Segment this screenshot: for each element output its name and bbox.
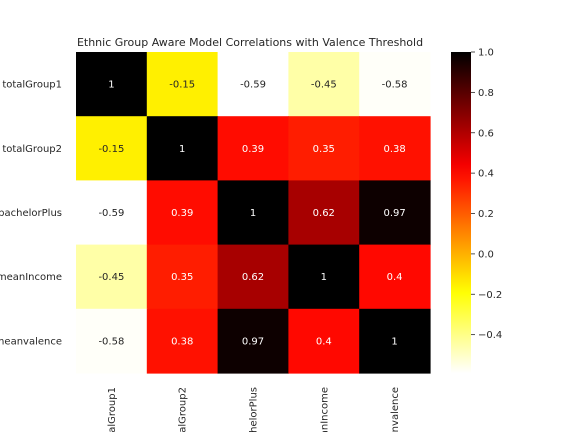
heatmap-cell xyxy=(217,116,289,181)
cell-value-label: 0.62 xyxy=(242,272,264,283)
heatmap-cell xyxy=(288,116,360,181)
cell-value-label: -0.59 xyxy=(240,80,266,91)
cell-value-label: -0.58 xyxy=(98,336,124,347)
y-tick-label: totalGroup1 xyxy=(2,80,62,91)
heatmap-cell xyxy=(359,244,431,310)
cell-value-label: 0.4 xyxy=(316,336,332,347)
heatmap-cell xyxy=(76,116,148,181)
cell-value-label: 0.35 xyxy=(313,144,335,155)
cell-value-label: 1 xyxy=(321,272,327,283)
cell-value-label: 0.35 xyxy=(171,272,193,283)
colorbar-tick-label: 0.0 xyxy=(478,249,494,260)
cell-value-label: 0.62 xyxy=(313,208,335,219)
heatmap-cell xyxy=(217,308,289,374)
cell-value-label: 1 xyxy=(108,80,114,91)
heatmap-cells: 1 -0.15 -0.59 -0.45 -0.58 -0.15 1 0.39 0.35 0.38 -… xyxy=(76,52,431,374)
y-tick-label: meanvalence xyxy=(0,336,62,347)
cell-value-label: 0.39 xyxy=(171,208,193,219)
colorbar-tick-label: 0.8 xyxy=(478,88,494,99)
cell-value-label: 0.4 xyxy=(387,272,403,283)
y-tick-label: meanIncome xyxy=(0,272,62,283)
colorbar-gradient xyxy=(451,52,471,373)
chart-title: Ethnic Group Aware Model Correlations wi… xyxy=(77,36,423,49)
cell-value-label: -0.15 xyxy=(98,144,124,155)
heatmap-cell xyxy=(146,308,219,374)
cell-value-label: 0.38 xyxy=(383,144,405,155)
cell-value-label: -0.45 xyxy=(98,272,124,283)
heatmap-cell xyxy=(146,180,219,246)
cell-value-label: 0.97 xyxy=(242,336,264,347)
heatmap-cell xyxy=(288,308,360,374)
colorbar: 1.0 0.8 0.6 0.4 0.2 0.0 −0.2 −0.4 xyxy=(451,48,502,373)
cell-value-label: 0.39 xyxy=(242,144,264,155)
heatmap-cell xyxy=(359,308,431,374)
heatmap-cell xyxy=(146,244,219,310)
y-axis-labels: totalGroup1 totalGroup2 bachelorPlus meanIn… xyxy=(0,80,62,348)
heatmap-cell xyxy=(146,52,219,117)
heatmap-cell xyxy=(217,180,289,246)
x-tick-label: bachelorPlus xyxy=(249,387,260,432)
colorbar-tick-label: 0.4 xyxy=(478,169,494,180)
heatmap-cell xyxy=(76,180,148,246)
x-tick-label: meanIncome xyxy=(319,387,330,432)
heatmap-cell xyxy=(76,244,148,310)
colorbar-tick-label: 0.2 xyxy=(478,209,494,220)
x-tick-label: totalGroup1 xyxy=(107,387,118,432)
heatmap-cell xyxy=(76,52,148,117)
cell-value-label: 0.97 xyxy=(383,208,405,219)
cell-value-label: 1 xyxy=(391,336,397,347)
heatmap-cell xyxy=(217,244,289,310)
cell-value-label: 1 xyxy=(179,144,185,155)
y-tick-label: bachelorPlus xyxy=(0,208,62,219)
heatmap-cell xyxy=(76,308,148,374)
cell-value-label: -0.45 xyxy=(311,80,337,91)
colorbar-tick-label: −0.4 xyxy=(478,330,502,341)
heatmap-cell xyxy=(288,52,360,117)
heatmap-cell xyxy=(288,180,360,246)
colorbar-tick-label: 0.6 xyxy=(478,128,494,139)
colorbar-tick-label: 1.0 xyxy=(478,48,494,59)
cell-value-label: 1 xyxy=(250,208,256,219)
x-tick-label: totalGroup2 xyxy=(178,387,189,432)
colorbar-tick-label: −0.2 xyxy=(478,290,502,301)
x-tick-label: meanvalence xyxy=(390,387,401,432)
cell-value-label: 0.38 xyxy=(171,336,193,347)
heatmap-cell xyxy=(359,116,431,181)
x-axis-labels: totalGroup1 totalGroup2 bachelorPlus meanIn… xyxy=(107,387,401,432)
heatmap-cell xyxy=(288,244,360,310)
cell-value-label: -0.58 xyxy=(382,80,408,91)
cell-value-label: -0.15 xyxy=(169,80,195,91)
cell-value-label: -0.59 xyxy=(98,208,124,219)
heatmap-cell xyxy=(359,180,431,246)
heatmap-cell xyxy=(217,52,289,117)
y-tick-label: totalGroup2 xyxy=(2,144,62,155)
heatmap-cell xyxy=(359,52,431,117)
heatmap-cell xyxy=(146,116,219,181)
